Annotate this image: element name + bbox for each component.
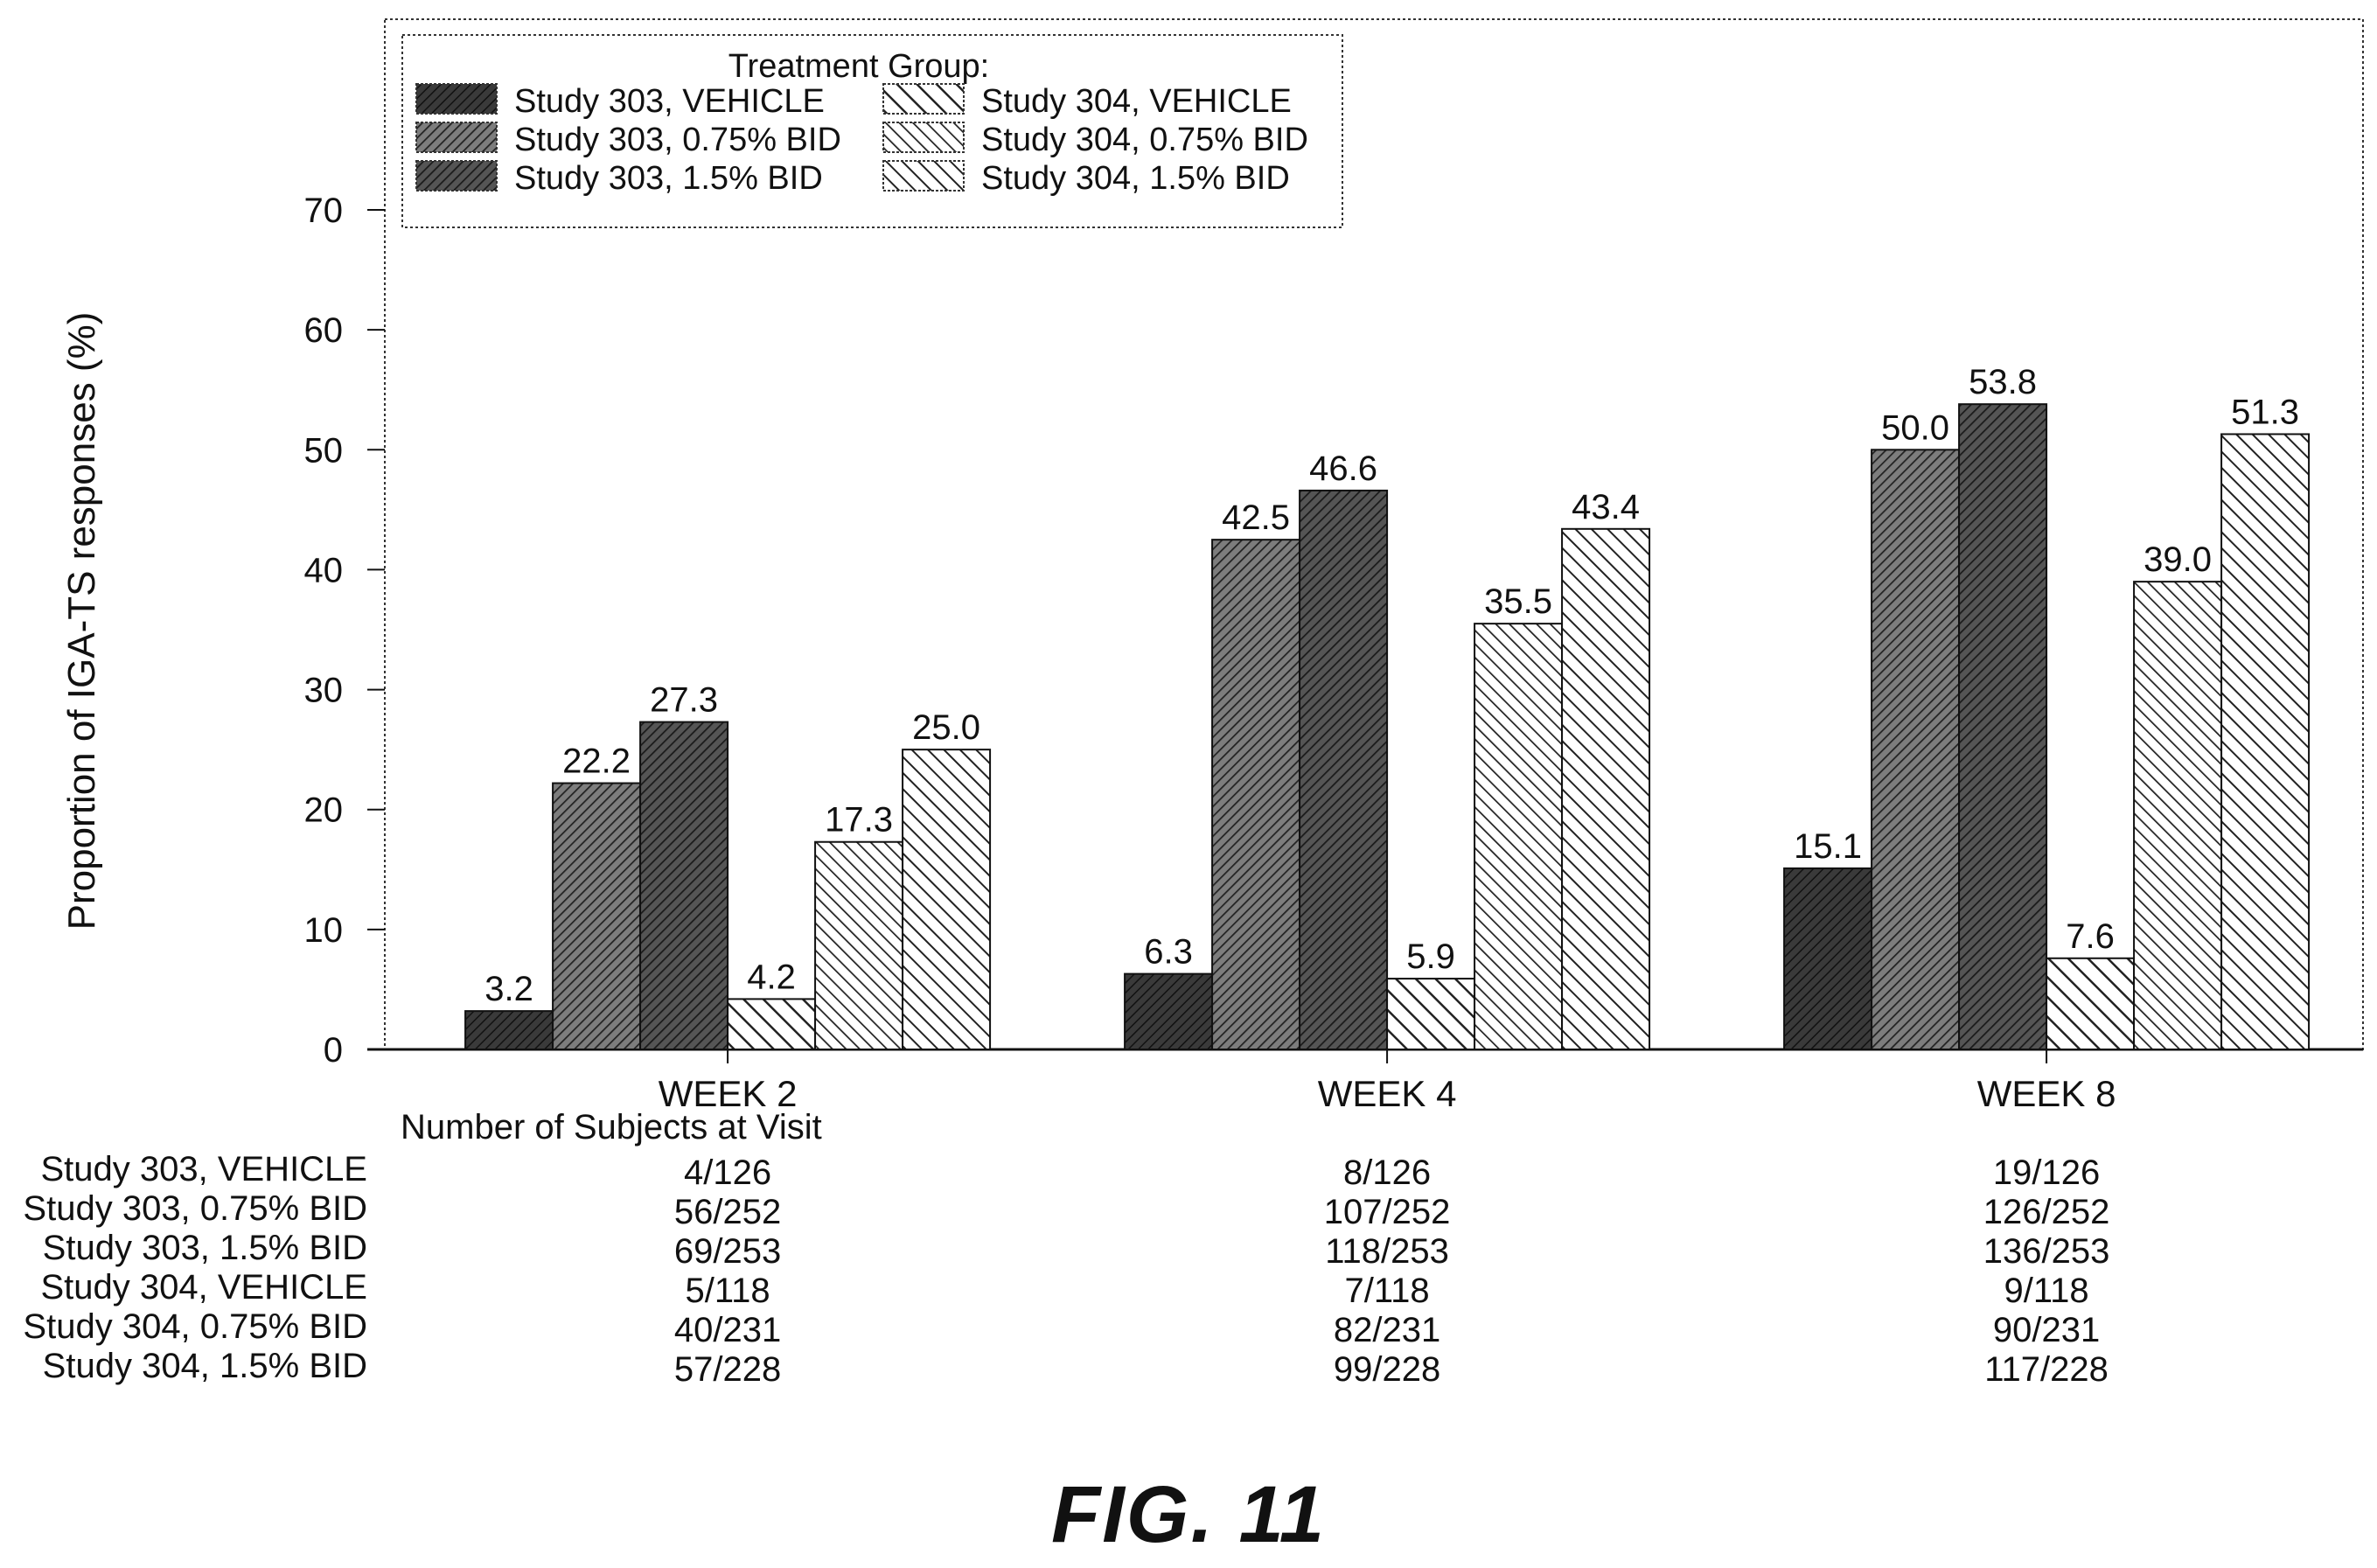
x-axis: WEEK 2 WEEK 4 WEEK 8 (659, 1049, 2116, 1114)
table-title: Number of Subjects at Visit (401, 1108, 822, 1146)
table-cell: 82/231 (1334, 1311, 1440, 1349)
y-tick-label: 70 (304, 192, 344, 230)
y-tick-label: 40 (304, 551, 344, 589)
bar-value-label: 3.2 (484, 970, 533, 1008)
bar-value-label: 4.2 (747, 958, 796, 996)
figure-caption: FIG. 11 (1051, 1470, 1326, 1559)
legend-entry-label: Study 303, 0.75% BID (514, 122, 841, 158)
table-cell: 9/118 (2004, 1272, 2089, 1310)
bar (1211, 539, 1301, 1050)
legend-entry-label: Study 303, 1.5% BID (514, 160, 823, 197)
table-cell: 40/231 (674, 1311, 781, 1349)
table-cell: 56/252 (674, 1193, 781, 1231)
x-tick-label: WEEK 2 (659, 1073, 798, 1114)
bar-chart: 0 10 20 30 40 50 60 70 Proportion of IGA-TS res… (23, 18, 2364, 1389)
bar (902, 749, 992, 1051)
y-tick-label: 60 (304, 311, 344, 350)
bar-value-label: 53.8 (1969, 363, 2037, 401)
value-labels: 3.2 22.2 27.3 4.2 17.3 25.0 6.3 42.5 46.6 5.9 35.5… (484, 363, 2299, 1008)
table-cell: 99/228 (1334, 1350, 1440, 1389)
table-cell: 118/253 (1325, 1232, 1449, 1271)
bar-value-label: 22.2 (562, 742, 631, 781)
bar-value-label: 6.3 (1144, 933, 1193, 972)
legend-box (401, 34, 1343, 228)
bar-value-label: 50.0 (1881, 408, 1949, 447)
bar-value-label: 43.4 (1572, 488, 1640, 526)
legend-entry-label: Study 304, VEHICLE (981, 83, 1292, 120)
bar (2220, 433, 2311, 1050)
table-row-label: Study 303, 1.5% BID (43, 1229, 367, 1267)
table-cell: 126/252 (1983, 1193, 2110, 1231)
x-tick-label: WEEK 4 (1318, 1073, 1457, 1114)
legend-swatch (882, 122, 965, 153)
bar (1386, 978, 1476, 1050)
bars (464, 403, 2311, 1051)
bar (552, 782, 642, 1050)
y-tick-label: 50 (304, 431, 344, 470)
table-cell: 8/126 (1343, 1153, 1431, 1192)
table-cell: 107/252 (1324, 1193, 1451, 1231)
bar-value-label: 46.6 (1309, 449, 1377, 488)
legend-swatch (415, 83, 498, 115)
table-row-label: Study 304, VEHICLE (40, 1268, 367, 1307)
legend-entry-label: Study 304, 0.75% BID (981, 122, 1308, 158)
legend-title: Treatment Group: (728, 48, 990, 85)
legend-swatch (415, 160, 498, 192)
bar-value-label: 5.9 (1406, 937, 1455, 976)
table-cell: 4/126 (684, 1153, 771, 1192)
legend-swatch (882, 160, 965, 192)
table-cell: 136/253 (1983, 1232, 2110, 1271)
bar (1474, 623, 1564, 1051)
table-row-label: Study 304, 0.75% BID (23, 1307, 367, 1346)
y-tick-label: 30 (304, 672, 344, 710)
table-cell: 7/118 (1345, 1272, 1430, 1310)
table-cell: 69/253 (674, 1232, 781, 1271)
bar (1871, 449, 1961, 1050)
legend-swatch (882, 83, 965, 115)
legend-entry-label: Study 304, 1.5% BID (981, 160, 1290, 197)
y-axis-label: Proportion of IGA-TS responses (%) (60, 312, 103, 930)
bar (2133, 581, 2223, 1050)
y-axis: 0 10 20 30 40 50 60 70 (304, 192, 385, 1070)
bar-value-label: 27.3 (650, 681, 718, 720)
bar-value-label: 51.3 (2231, 393, 2299, 431)
table-row-label: Study 303, VEHICLE (40, 1150, 367, 1188)
bar (727, 998, 817, 1051)
bar (639, 721, 729, 1050)
bar-value-label: 35.5 (1484, 582, 1552, 621)
bar (1561, 527, 1651, 1050)
bar (1299, 489, 1389, 1050)
table-cell: 90/231 (1993, 1311, 2100, 1349)
table-cell: 57/228 (674, 1350, 781, 1389)
table-cell: 5/118 (686, 1272, 770, 1310)
y-tick-label: 0 (324, 1031, 343, 1070)
bar (2046, 957, 2136, 1051)
y-tick-label: 20 (304, 791, 344, 830)
table-row-label: Study 303, 0.75% BID (23, 1189, 367, 1228)
subjects-table: Study 303, VEHICLE 4/126 8/126 19/126 Study … (23, 1150, 2109, 1389)
bar (1124, 972, 1214, 1050)
bar (1783, 867, 1873, 1051)
legend-entry-label: Study 303, VEHICLE (514, 83, 825, 120)
bar-value-label: 42.5 (1222, 498, 1290, 537)
y-tick-label: 10 (304, 911, 344, 950)
bar-value-label: 25.0 (912, 708, 980, 747)
bar-value-label: 15.1 (1794, 827, 1862, 866)
table-cell: 19/126 (1993, 1153, 2100, 1192)
table-row-label: Study 304, 1.5% BID (43, 1347, 367, 1385)
legend: Treatment Group: Study 303, VEHICLEStudy… (401, 34, 1343, 228)
table-cell: 117/228 (1984, 1350, 2109, 1389)
x-tick-label: WEEK 8 (1977, 1073, 2116, 1114)
legend-swatch (415, 122, 498, 153)
bar (814, 840, 904, 1050)
bar-value-label: 17.3 (825, 801, 893, 840)
bar-value-label: 39.0 (2143, 540, 2212, 579)
bar (1958, 403, 2048, 1050)
bar (464, 1010, 554, 1050)
plot-frame (384, 18, 2364, 1050)
bar-value-label: 7.6 (2066, 917, 2115, 956)
